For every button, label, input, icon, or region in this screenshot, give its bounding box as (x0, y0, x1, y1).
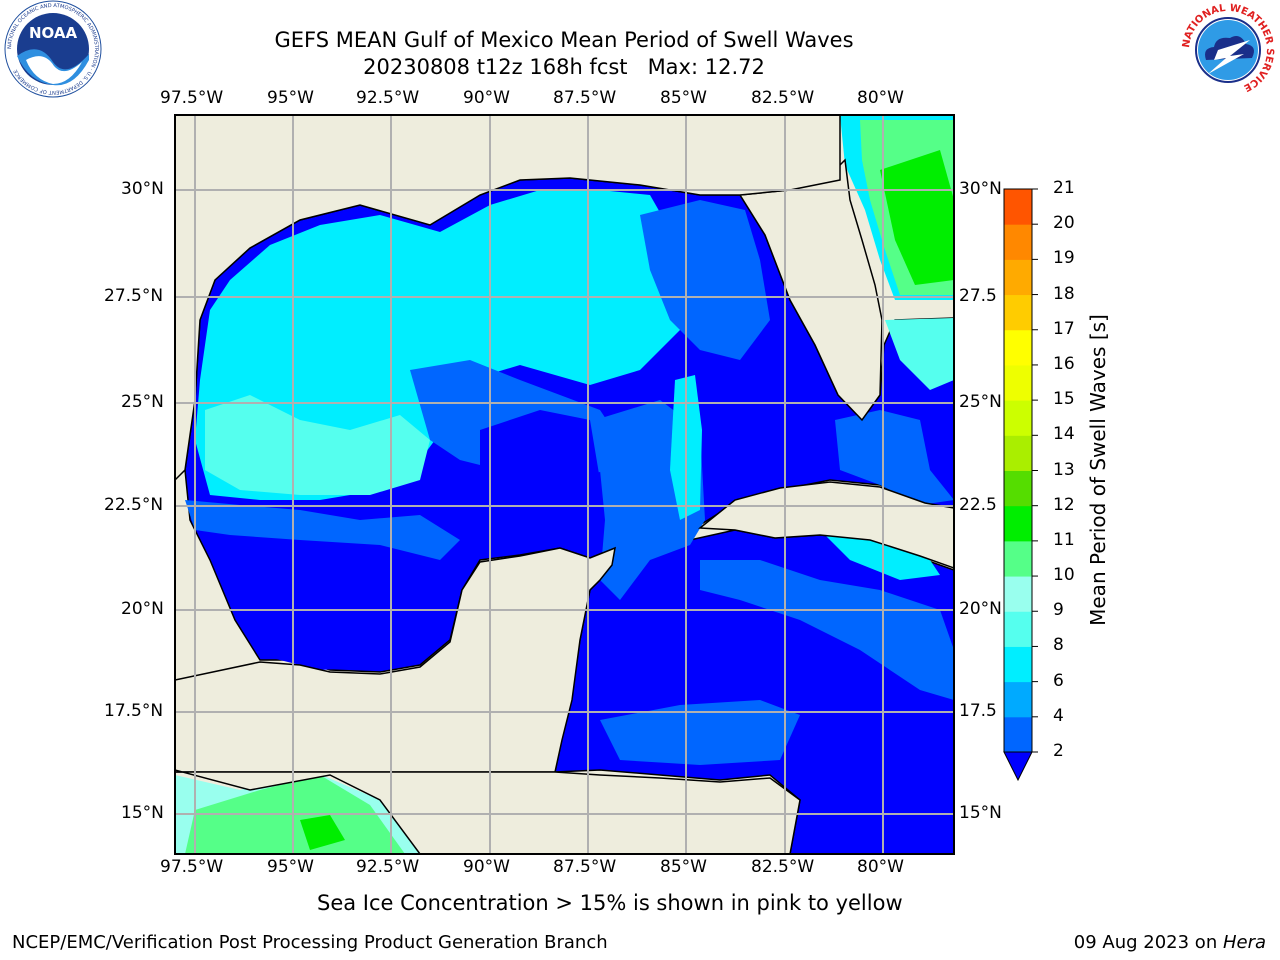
lat-label-left: 15°N (121, 803, 164, 823)
colorbar-segment (1004, 224, 1032, 260)
colorbar-segment (1004, 435, 1032, 471)
colorbar-tick-label: 14 (1053, 424, 1075, 445)
lon-label-bottom: 85°W (660, 857, 707, 877)
colorbar-tick-label: 6 (1053, 670, 1064, 691)
lat-label-left: 30°N (121, 179, 164, 199)
lat-label-left: 20°N (121, 599, 164, 619)
lon-label-top: 92.5°W (356, 88, 420, 108)
lat-label-right: 25°N (959, 392, 1002, 412)
lat-label-left: 22.5°N (104, 495, 164, 515)
colorbar-segment (1004, 189, 1032, 225)
colorbar-segment (1004, 716, 1032, 753)
cuba-land (698, 481, 954, 569)
footer-host: Hera (1222, 932, 1266, 953)
footer-date: 09 Aug 2023 on Hera (1074, 932, 1266, 953)
footer-date-text: 09 Aug 2023 on (1073, 932, 1223, 953)
lon-label-top: 87.5°W (553, 88, 617, 108)
map-frame (174, 114, 955, 855)
colorbar-tick-label: 20 (1053, 213, 1075, 234)
colorbar-tick-label: 11 (1053, 529, 1075, 550)
colorbar-tick-label: 8 (1053, 635, 1064, 656)
colorbar-segment (1004, 294, 1032, 331)
colorbar-segment (1004, 681, 1032, 718)
nws-logo: NATIONAL WEATHER SERVICE (1180, 2, 1276, 98)
colorbar-tick-label: 19 (1053, 248, 1075, 269)
colorbar-segment (1004, 505, 1032, 542)
lat-label-right: 20°N (959, 599, 1002, 619)
sea-ice-caption: Sea Ice Concentration > 15% is shown in … (317, 891, 903, 915)
map-subtitle: 20230808 t12z 168h fcst Max: 12.72 (363, 55, 765, 79)
lat-label-left: 27.5°N (104, 286, 164, 306)
colorbar-tick-label: 12 (1053, 494, 1075, 515)
footer-credit: NCEP/EMC/Verification Post Processing Pr… (12, 932, 608, 953)
lon-label-bottom: 92.5°W (356, 857, 420, 877)
colorbar-segment (1004, 329, 1032, 366)
colorbar-segment (1004, 470, 1032, 507)
lon-label-top: 97.5°W (160, 88, 224, 108)
lat-label-left: 17.5°N (104, 701, 164, 721)
colorbar-segment (1004, 259, 1032, 296)
colorbar (1003, 188, 1038, 782)
lat-label-right: 22.5 (959, 495, 997, 515)
colorbar-segment (1004, 364, 1032, 401)
colorbar-tick-label: 4 (1053, 705, 1064, 726)
lon-label-bottom: 82.5°W (751, 857, 815, 877)
lon-label-top: 85°W (660, 88, 707, 108)
colorbar-tick-label: 13 (1053, 459, 1075, 480)
noaa-logo-text: NOAA (29, 24, 78, 42)
colorbar-tick-label: 17 (1053, 318, 1075, 339)
colorbar-segment (1004, 400, 1032, 436)
colorbar-tick-label: 2 (1053, 741, 1064, 761)
lat-label-left: 25°N (121, 392, 164, 412)
lon-label-top: 90°W (463, 88, 510, 108)
lon-label-top: 95°W (267, 88, 314, 108)
lon-label-bottom: 87.5°W (553, 857, 617, 877)
lat-label-right: 30°N (959, 179, 1002, 199)
lon-label-top: 80°W (857, 88, 904, 108)
colorbar-segment (1004, 576, 1032, 612)
colorbar-tick-label: 18 (1053, 283, 1075, 304)
colorbar-tick-label: 15 (1053, 389, 1075, 410)
lon-label-top: 82.5°W (751, 88, 815, 108)
colorbar-segment (1004, 646, 1032, 683)
colorbar-tick-label: 10 (1053, 565, 1075, 586)
colorbar-segment (1004, 611, 1032, 647)
lat-label-right: 15°N (959, 803, 1002, 823)
yucatan-land (175, 546, 616, 773)
colorbar-tick-label: 16 (1053, 353, 1075, 374)
lat-label-right: 17.5 (959, 701, 997, 721)
graticule (175, 115, 954, 854)
lon-label-bottom: 95°W (267, 857, 314, 877)
lon-label-bottom: 97.5°W (160, 857, 224, 877)
lon-label-bottom: 80°W (857, 857, 904, 877)
noaa-logo: NOAA NATIONAL OCEANIC AND ATMOSPHERIC AD… (4, 0, 102, 98)
colorbar-under-arrow (1003, 751, 1033, 782)
colorbar-segment (1004, 540, 1032, 577)
map-title: GEFS MEAN Gulf of Mexico Mean Period of … (274, 28, 854, 52)
lon-label-bottom: 90°W (463, 857, 510, 877)
colorbar-tick-label: 21 (1053, 178, 1075, 198)
lat-label-right: 27.5 (959, 286, 997, 306)
colorbar-label: Mean Period of Swell Waves [s] (1086, 314, 1110, 626)
colorbar-tick-label: 9 (1053, 600, 1064, 621)
